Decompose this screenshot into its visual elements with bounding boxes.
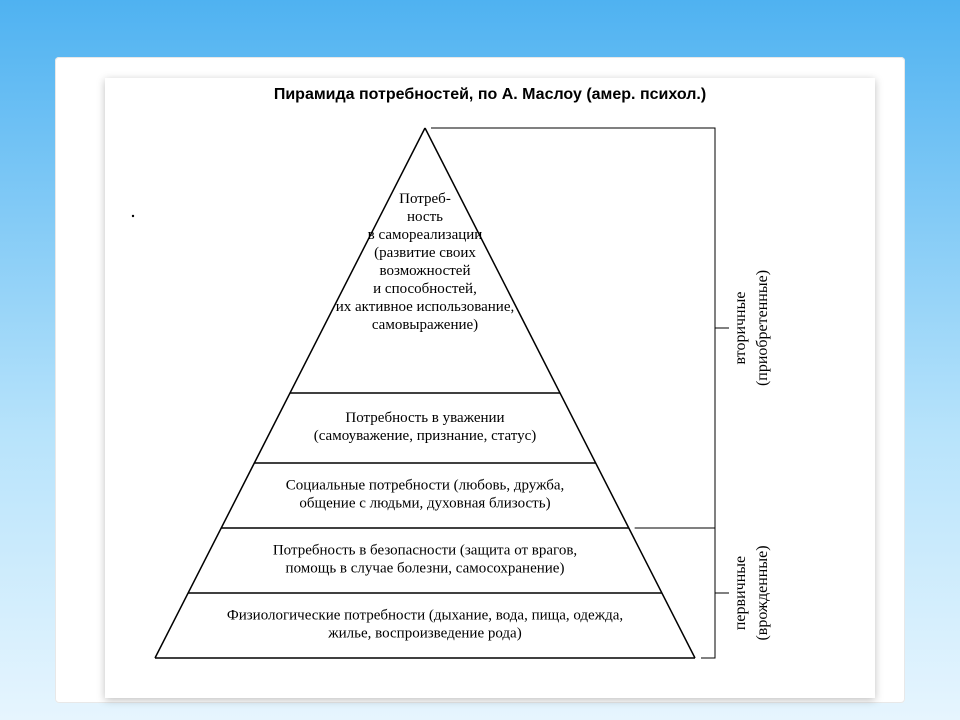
level-text-physiological: жилье, воспроизведение рода) (327, 626, 521, 642)
diagram-title: Пирамида потребностей, по А. Маслоу (аме… (105, 86, 875, 104)
level-text-self_actualization: возможностей (380, 263, 471, 279)
level-text-safety: Потребность в безопасности (защита от вр… (273, 543, 577, 559)
bracket-label-primary: (врожденные) (754, 545, 771, 640)
stray-dot (132, 215, 134, 217)
level-text-social: общение с людьми, духовная близость) (299, 496, 550, 512)
level-text-safety: помощь в случае болезни, самосохранение) (286, 561, 565, 577)
bracket-label-primary: первичные (732, 556, 749, 630)
level-text-esteem: Потребность в уважении (345, 410, 504, 426)
level-text-esteem: (самоуважение, признание, статус) (314, 428, 537, 444)
level-text-self_actualization: в самореализации (368, 227, 483, 243)
level-text-self_actualization: и способностей, (373, 281, 477, 297)
level-text-self_actualization: самовыражение) (372, 317, 478, 333)
bracket-label-secondary: вторичные (732, 292, 749, 365)
bracket-label-secondary: (приобретенные) (754, 270, 771, 386)
level-text-physiological: Физиологические потребности (дыхание, во… (227, 608, 623, 624)
level-text-self_actualization: их активное использование, (336, 299, 515, 315)
pyramid-diagram: Потреб-ность в самореализации (развитие св… (105, 118, 875, 698)
slide-background: Пирамида потребностей, по А. Маслоу (аме… (0, 0, 960, 720)
level-text-social: Социальные потребности (любовь, дружба, (286, 478, 565, 494)
diagram-card: Пирамида потребностей, по А. Маслоу (аме… (105, 78, 875, 698)
level-text-self_actualization: Потреб- (399, 191, 451, 207)
level-text-self_actualization: ность (407, 209, 443, 225)
level-text-self_actualization: (развитие своих (374, 245, 476, 261)
